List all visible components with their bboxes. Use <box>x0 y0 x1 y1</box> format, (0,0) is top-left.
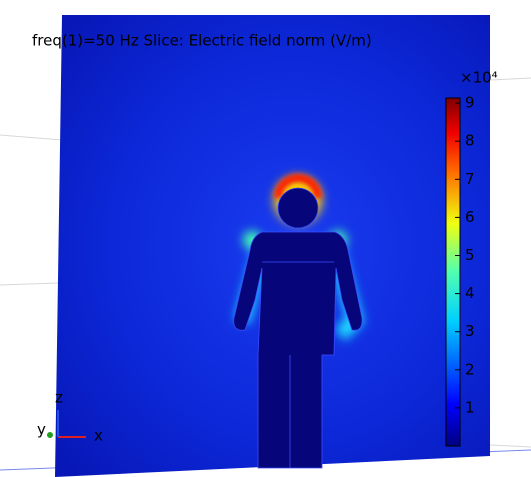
colorbar-scale: ×10⁴ <box>460 69 498 87</box>
plot-title: freq(1)=50 Hz Slice: Electric field norm… <box>32 32 372 50</box>
colorbar-tick-label: 4 <box>465 284 475 302</box>
colorbar-tick-label: 5 <box>465 246 475 264</box>
colorbar-tick-label: 9 <box>465 94 475 112</box>
colorbar <box>446 98 460 446</box>
triad-x: x <box>94 427 103 445</box>
colorbar-tick-label: 7 <box>465 170 475 188</box>
viewport: freq(1)=50 Hz Slice: Electric field norm… <box>0 0 531 477</box>
colorbar-tick-label: 3 <box>465 322 475 340</box>
colorbar-tick-label: 6 <box>465 208 475 226</box>
colorbar-tick-label: 1 <box>465 398 475 416</box>
triad-z: z <box>55 389 63 407</box>
triad-y: y <box>37 421 46 439</box>
colorbar-tick-label: 2 <box>465 360 475 378</box>
colorbar-tick-label: 8 <box>465 132 475 150</box>
